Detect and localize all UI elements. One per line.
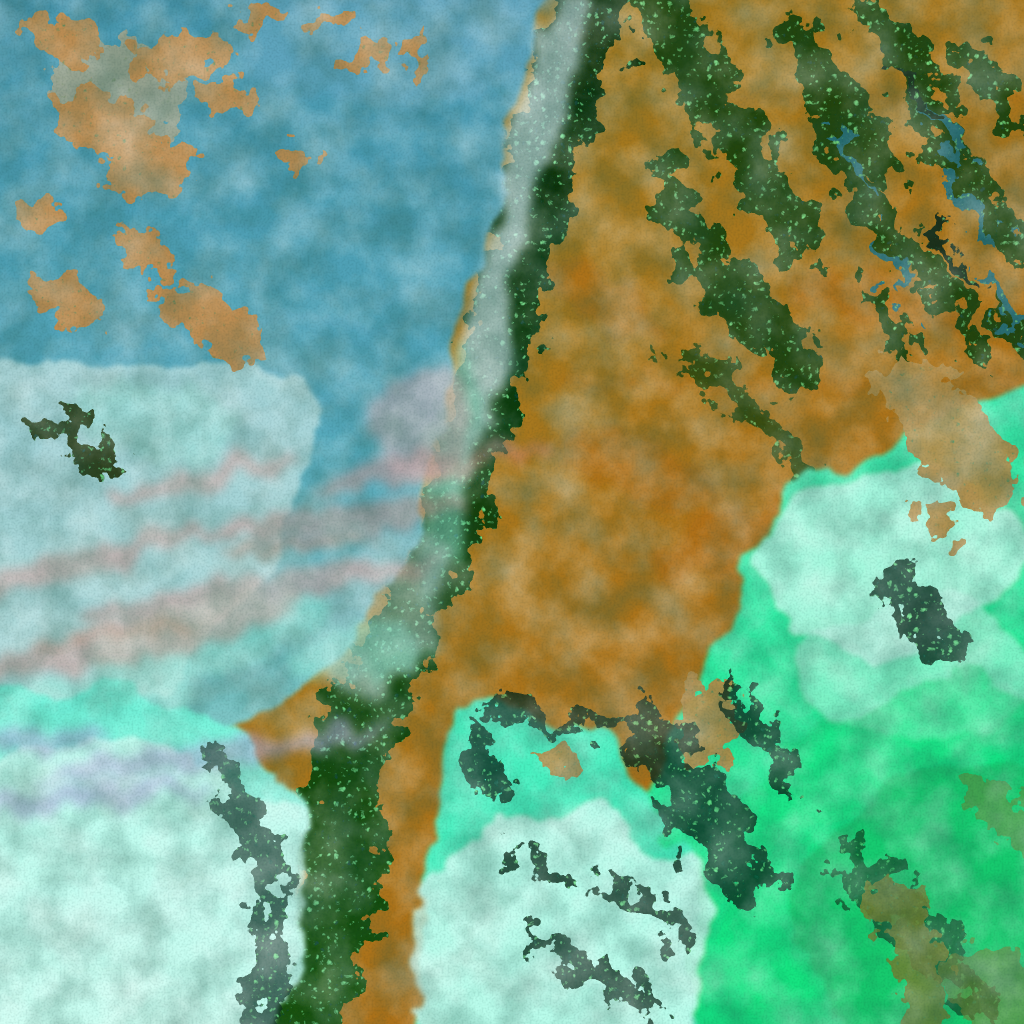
satellite-false-color-image <box>0 0 1024 1024</box>
fine-grain-overlay <box>0 0 1024 1024</box>
satellite-image-viewport <box>0 0 1024 1024</box>
